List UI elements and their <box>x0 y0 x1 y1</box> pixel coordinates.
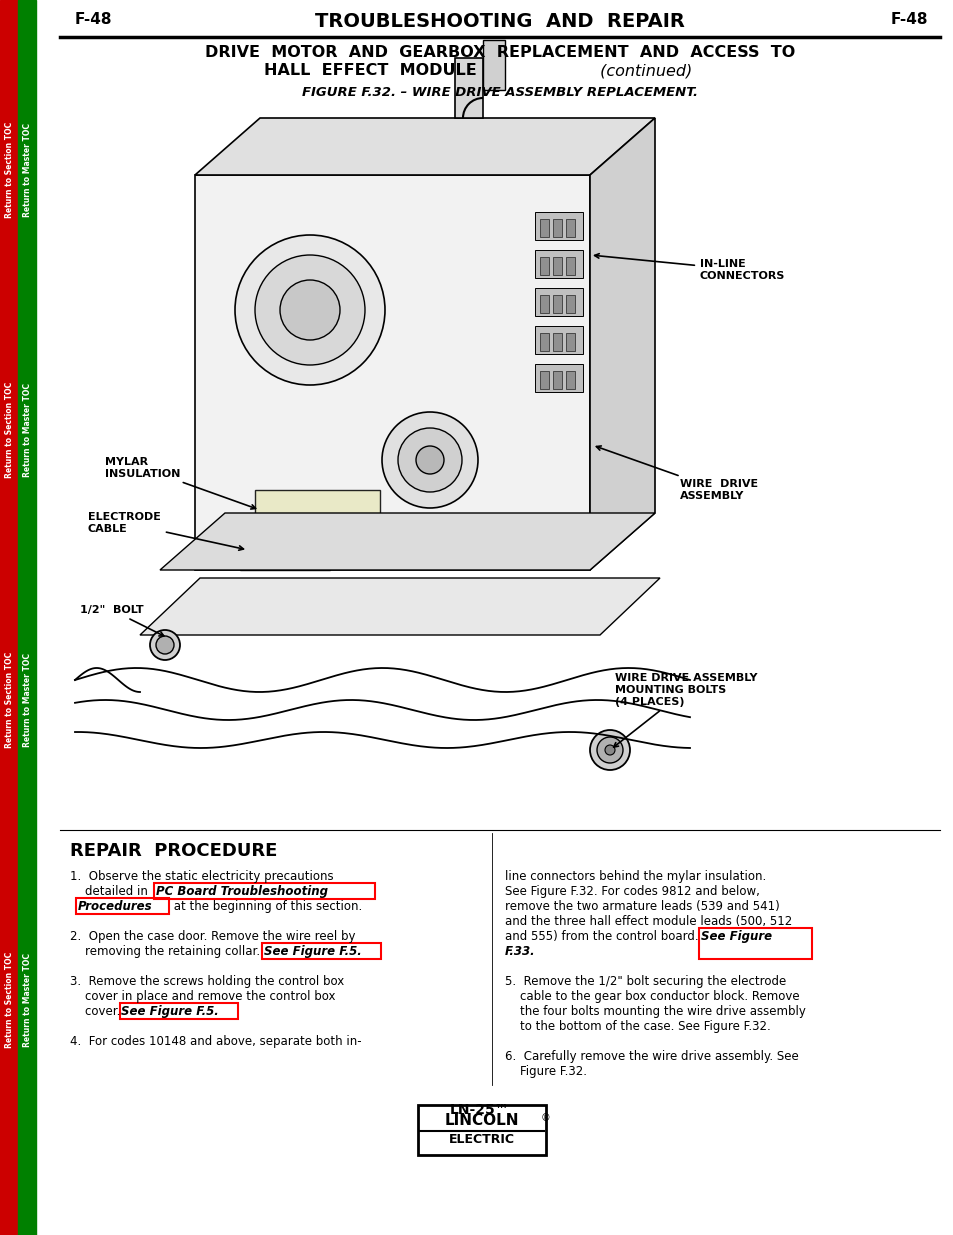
Text: Figure F.32.: Figure F.32. <box>504 1065 586 1078</box>
Text: F-48: F-48 <box>75 12 112 27</box>
Bar <box>565 370 575 389</box>
Circle shape <box>397 429 461 492</box>
Text: to the bottom of the case. See Figure F.32.: to the bottom of the case. See Figure F.… <box>504 1020 770 1032</box>
Text: Return to Master TOC: Return to Master TOC <box>23 124 31 217</box>
Text: at the beginning of this section.: at the beginning of this section. <box>170 900 362 913</box>
Bar <box>535 288 582 316</box>
Text: TROUBLESHOOTING  AND  REPAIR: TROUBLESHOOTING AND REPAIR <box>314 12 684 31</box>
Circle shape <box>597 737 622 763</box>
Text: 4.  For codes 10148 and above, separate both in-: 4. For codes 10148 and above, separate b… <box>70 1035 361 1049</box>
Text: See Figure F.5.: See Figure F.5. <box>121 1005 218 1018</box>
Bar <box>565 257 575 275</box>
Bar <box>565 295 575 312</box>
Text: remove the two armature leads (539 and 541): remove the two armature leads (539 and 5… <box>504 900 779 913</box>
Bar <box>539 295 548 312</box>
Text: Return to Section TOC: Return to Section TOC <box>5 652 13 748</box>
Polygon shape <box>194 175 589 571</box>
Bar <box>553 370 561 389</box>
Bar <box>565 219 575 237</box>
Bar <box>553 219 561 237</box>
Bar <box>482 40 504 90</box>
Bar <box>565 333 575 351</box>
Text: WIRE  DRIVE
ASSEMBLY: WIRE DRIVE ASSEMBLY <box>596 446 758 501</box>
Circle shape <box>416 446 443 474</box>
Text: FIGURE F.32. – WIRE DRIVE ASSEMBLY REPLACEMENT.: FIGURE F.32. – WIRE DRIVE ASSEMBLY REPLA… <box>302 86 698 99</box>
Text: PC Board Troubleshooting: PC Board Troubleshooting <box>156 885 328 898</box>
Text: 1/2"  BOLT: 1/2" BOLT <box>80 605 164 636</box>
Text: F-48: F-48 <box>889 12 927 27</box>
Text: 2.  Open the case door. Remove the wire reel by: 2. Open the case door. Remove the wire r… <box>70 930 355 944</box>
Circle shape <box>234 235 385 385</box>
Text: See Figure F.5.: See Figure F.5. <box>264 945 361 958</box>
Text: 5.  Remove the 1/2" bolt securing the electrode: 5. Remove the 1/2" bolt securing the ele… <box>504 974 785 988</box>
Text: MYLAR
INSULATION: MYLAR INSULATION <box>105 457 255 509</box>
Text: cover.: cover. <box>70 1005 124 1018</box>
Text: IN-LINE
CONNECTORS: IN-LINE CONNECTORS <box>594 253 784 280</box>
Text: Return to Section TOC: Return to Section TOC <box>5 952 13 1049</box>
Bar <box>553 295 561 312</box>
Bar <box>539 257 548 275</box>
Text: (continued): (continued) <box>595 63 692 78</box>
Bar <box>539 219 548 237</box>
Circle shape <box>254 254 365 366</box>
Text: WIRE DRIVE ASSEMBLY
MOUNTING BOLTS
(4 PLACES): WIRE DRIVE ASSEMBLY MOUNTING BOLTS (4 PL… <box>613 673 757 747</box>
Bar <box>0 0 18 1235</box>
Circle shape <box>604 745 615 755</box>
Polygon shape <box>589 119 655 571</box>
Text: ELECTRIC: ELECTRIC <box>449 1132 515 1146</box>
Text: removing the retaining collar.: removing the retaining collar. <box>70 945 264 958</box>
Bar <box>535 326 582 354</box>
Text: cable to the gear box conductor block. Remove: cable to the gear box conductor block. R… <box>504 990 799 1003</box>
Circle shape <box>156 636 173 655</box>
Text: LINCOLN: LINCOLN <box>444 1113 518 1128</box>
Text: Return to Master TOC: Return to Master TOC <box>23 383 31 477</box>
Text: DRIVE  MOTOR  AND  GEARBOX  REPLACEMENT  AND  ACCESS  TO: DRIVE MOTOR AND GEARBOX REPLACEMENT AND … <box>205 44 794 61</box>
Bar <box>535 249 582 278</box>
Polygon shape <box>194 119 655 175</box>
Circle shape <box>150 630 180 659</box>
Text: and 555) from the control board.: and 555) from the control board. <box>504 930 701 944</box>
Text: 1.  Observe the static electricity precautions: 1. Observe the static electricity precau… <box>70 869 334 883</box>
Polygon shape <box>160 513 655 571</box>
Text: detailed in: detailed in <box>70 885 152 898</box>
Circle shape <box>381 412 477 508</box>
Text: line connectors behind the mylar insulation.: line connectors behind the mylar insulat… <box>504 869 765 883</box>
Text: Procedures: Procedures <box>78 900 152 913</box>
Text: Return to Master TOC: Return to Master TOC <box>23 653 31 747</box>
Bar <box>535 212 582 240</box>
Text: cover in place and remove the control box: cover in place and remove the control bo… <box>70 990 335 1003</box>
Text: Return to Section TOC: Return to Section TOC <box>5 122 13 219</box>
Text: HALL  EFFECT  MODULE: HALL EFFECT MODULE <box>263 63 476 78</box>
Polygon shape <box>140 578 659 635</box>
Bar <box>553 257 561 275</box>
Text: 3.  Remove the screws holding the control box: 3. Remove the screws holding the control… <box>70 974 344 988</box>
Polygon shape <box>240 535 330 571</box>
Bar <box>417 1105 545 1155</box>
Text: F.33.: F.33. <box>504 945 535 958</box>
Text: and the three hall effect module leads (500, 512: and the three hall effect module leads (… <box>504 915 791 927</box>
Text: LN-25™: LN-25™ <box>450 1103 509 1116</box>
Bar <box>18 0 36 1235</box>
Polygon shape <box>254 490 379 535</box>
Text: REPAIR  PROCEDURE: REPAIR PROCEDURE <box>70 842 277 860</box>
Text: ®: ® <box>540 1113 550 1123</box>
Bar <box>539 333 548 351</box>
Text: the four bolts mounting the wire drive assembly: the four bolts mounting the wire drive a… <box>504 1005 805 1018</box>
Bar <box>535 364 582 391</box>
Text: See Figure: See Figure <box>700 930 771 944</box>
Text: 6.  Carefully remove the wire drive assembly. See: 6. Carefully remove the wire drive assem… <box>504 1050 798 1063</box>
Text: See Figure F.32. For codes 9812 and below,: See Figure F.32. For codes 9812 and belo… <box>504 885 760 898</box>
Bar <box>553 333 561 351</box>
Text: Return to Section TOC: Return to Section TOC <box>5 382 13 478</box>
Bar <box>539 370 548 389</box>
Circle shape <box>280 280 339 340</box>
Circle shape <box>589 730 629 769</box>
Text: Return to Master TOC: Return to Master TOC <box>23 953 31 1047</box>
Bar <box>455 58 482 119</box>
Text: ELECTRODE
CABLE: ELECTRODE CABLE <box>88 513 243 551</box>
